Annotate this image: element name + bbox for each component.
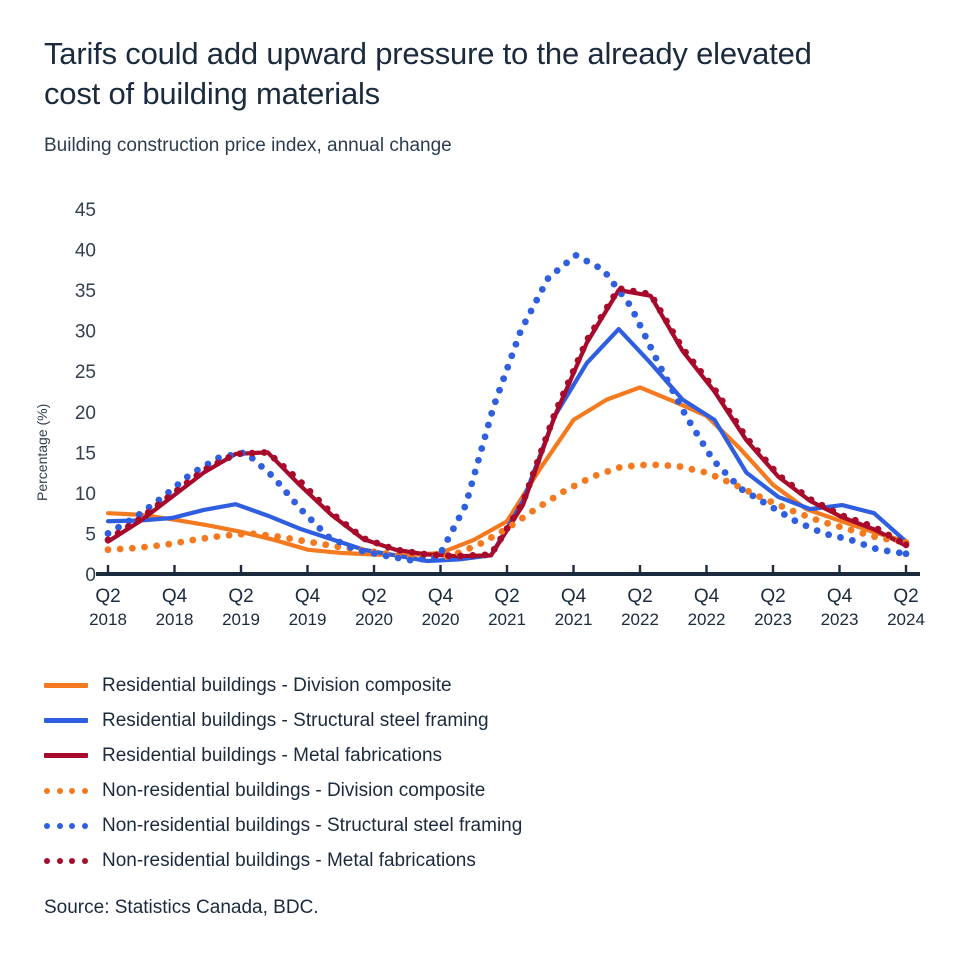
solid-line-glyph <box>44 683 88 688</box>
x-axis-tick-label-year: 2020 <box>422 610 460 629</box>
y-axis-tick-label: 45 <box>75 200 96 221</box>
x-axis-tick-label-quarter: Q4 <box>561 586 587 607</box>
x-axis-tick-label-quarter: Q4 <box>694 586 720 607</box>
y-axis-tick-label: 25 <box>75 362 96 383</box>
legend-item[interactable]: Residential buildings - Metal fabricatio… <box>44 738 904 773</box>
legend-item-label: Non-residential buildings - Division com… <box>102 779 486 801</box>
y-axis-tick-label: 35 <box>75 281 96 302</box>
y-axis-title: Percentage (%) <box>34 404 50 501</box>
dotted-line-glyph <box>44 822 88 829</box>
x-axis-tick-label-year: 2019 <box>222 610 260 629</box>
line-swatch <box>44 748 92 764</box>
dotted-line-swatch <box>44 853 92 869</box>
legend-item[interactable]: Non-residential buildings - Metal fabric… <box>44 843 904 878</box>
y-axis-tick-label: 15 <box>75 443 96 464</box>
series-dotted-line <box>104 461 910 562</box>
line-swatch <box>44 713 92 729</box>
x-axis-tick-label-quarter: Q4 <box>827 586 853 607</box>
line-swatch <box>44 678 92 694</box>
legend-item[interactable]: Residential buildings - Division composi… <box>44 668 904 703</box>
x-axis-tick-label-year: 2020 <box>355 610 393 629</box>
legend-item[interactable]: Non-residential buildings - Structural s… <box>44 808 904 843</box>
dotted-line-swatch <box>44 818 92 834</box>
y-axis-tick-label: 5 <box>85 524 96 545</box>
chart-legend: Residential buildings - Division composi… <box>44 668 904 878</box>
x-axis-tick-label-year: 2018 <box>156 610 194 629</box>
dotted-line-swatch <box>44 783 92 799</box>
x-axis-tick-label-quarter: Q2 <box>95 586 120 607</box>
y-axis-tick-label: 20 <box>75 403 96 424</box>
x-axis-tick-label-quarter: Q2 <box>494 586 519 607</box>
line-chart: 0 5 10 15 20 25 30 35 40 45 Percentage (%) Q2 2018 Q4… <box>34 200 925 629</box>
dotted-line-glyph <box>44 857 88 864</box>
x-axis-tick-label-quarter: Q2 <box>228 586 253 607</box>
x-axis-tick-label-quarter: Q2 <box>361 586 386 607</box>
x-axis-tick-label-year: 2022 <box>688 610 726 629</box>
solid-line-glyph <box>44 718 88 723</box>
dotted-line-glyph <box>44 787 88 794</box>
legend-item[interactable]: Non-residential buildings - Division com… <box>44 773 904 808</box>
x-axis-tick-label-year: 2023 <box>754 610 792 629</box>
solid-line-glyph <box>44 753 88 758</box>
x-axis-tick-label-quarter: Q2 <box>760 586 785 607</box>
chart-subtitle: Building construction price index, annua… <box>44 135 452 156</box>
x-axis-tick-label-year: 2021 <box>555 610 593 629</box>
x-axis-tick-label-year: 2019 <box>289 610 327 629</box>
legend-item-label: Non-residential buildings - Metal fabric… <box>102 849 476 871</box>
chart-container: 0 5 10 15 20 25 30 35 40 45 Percentage (%) Q2 2018 Q4… <box>0 180 960 650</box>
x-axis-tick-label-quarter: Q4 <box>162 586 188 607</box>
y-axis-tick-label: 40 <box>75 241 96 262</box>
x-axis-tick-label-year: 2018 <box>89 610 127 629</box>
series-dotted-line <box>104 285 910 560</box>
y-axis-tick-label: 30 <box>75 322 96 343</box>
x-axis-tick-label-quarter: Q2 <box>893 586 918 607</box>
legend-item-label: Residential buildings - Division composi… <box>102 674 452 696</box>
x-axis-tick-label-year: 2023 <box>821 610 859 629</box>
y-axis-tick-label: 0 <box>85 565 96 586</box>
source-note: Source: Statistics Canada, BDC. <box>44 897 319 918</box>
page-title: Tarifs could add upward pressure to the … <box>44 36 812 111</box>
x-axis-tick-label-quarter: Q4 <box>428 586 454 607</box>
x-axis-tick-label-quarter: Q4 <box>295 586 321 607</box>
y-axis-tick-label: 10 <box>75 484 96 505</box>
x-axis-tick-label-year: 2022 <box>621 610 659 629</box>
series-dotted-line <box>104 251 910 564</box>
legend-item-label: Residential buildings - Metal fabricatio… <box>102 744 443 766</box>
x-axis-tick-label-year: 2024 <box>887 610 925 629</box>
x-axis-tick-label-quarter: Q2 <box>627 586 652 607</box>
legend-item-label: Residential buildings - Structural steel… <box>102 709 489 731</box>
legend-item[interactable]: Residential buildings - Structural steel… <box>44 703 904 738</box>
x-axis-tick-label-year: 2021 <box>488 610 526 629</box>
legend-item-label: Non-residential buildings - Structural s… <box>102 814 523 836</box>
